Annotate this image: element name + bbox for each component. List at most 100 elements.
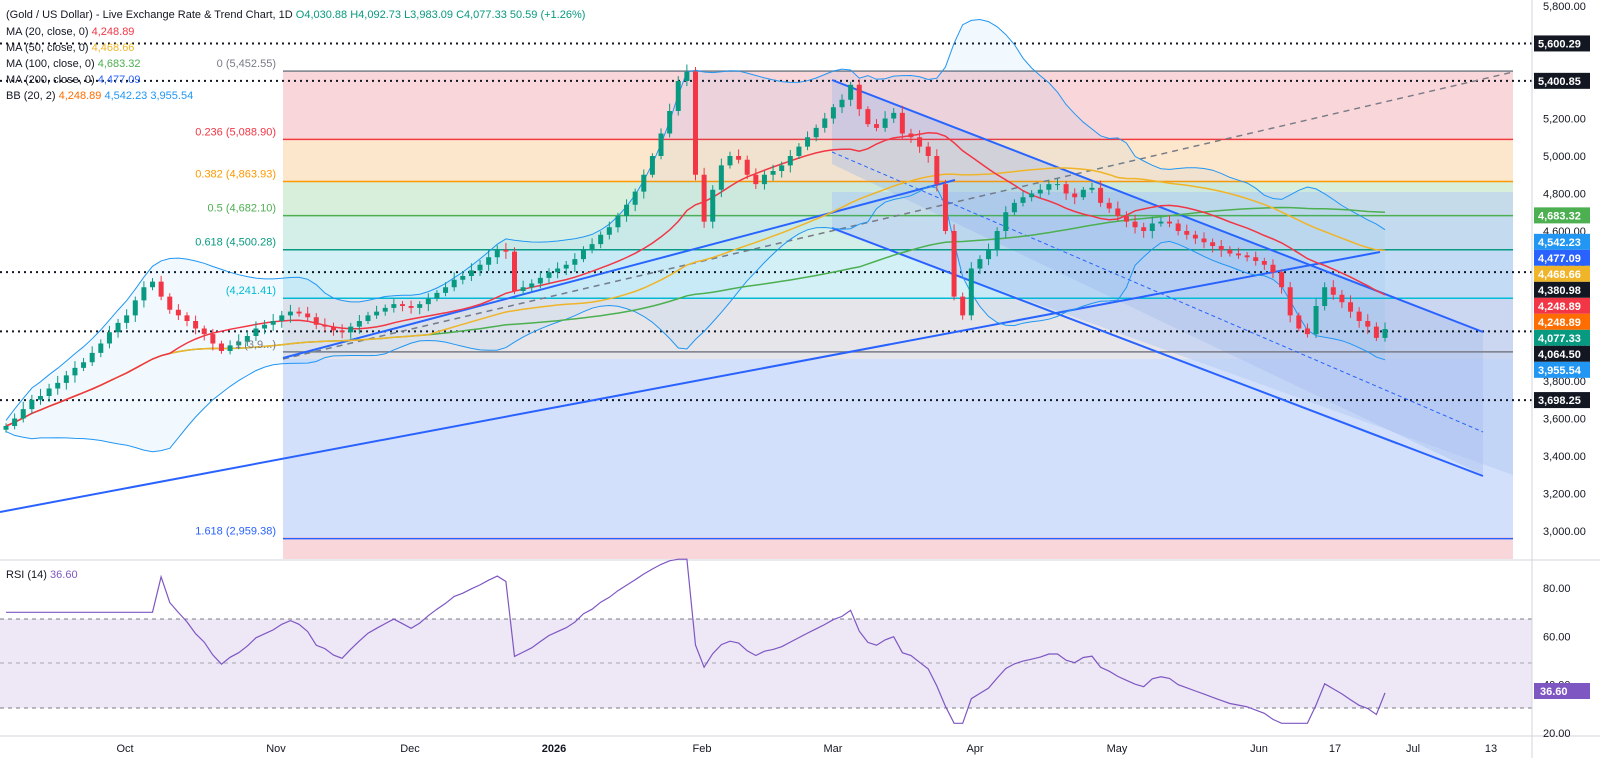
- candle-body: [1348, 302, 1354, 312]
- indicator-value: 3,955.54: [150, 90, 193, 102]
- candle-body: [1218, 246, 1224, 250]
- time-axis[interactable]: Oct Nov Dec 2026 Feb Mar Apr May Jun 17 Jul 13: [116, 743, 1497, 755]
- candle-body: [279, 315, 285, 321]
- candle-body: [1296, 315, 1302, 329]
- fib-level-label: 1.618 (2,959.38): [195, 526, 276, 538]
- candle-body: [701, 174, 707, 222]
- candle-body: [1167, 221, 1173, 224]
- candle-body: [529, 283, 535, 288]
- candle-body: [468, 270, 474, 276]
- candle-body: [1098, 187, 1104, 203]
- candle-body: [486, 257, 492, 265]
- indicator-value: 4,248.89: [92, 26, 135, 38]
- ohlc-open: O4,030.88: [296, 9, 347, 21]
- candlesticks: [3, 64, 1388, 433]
- price-change: 50.59 (+1.26%): [510, 9, 586, 21]
- price-tick-label: 4,800.00: [1543, 189, 1586, 201]
- candle-body: [305, 313, 311, 318]
- candle-body: [365, 315, 371, 321]
- indicator-value: 4,468.66: [92, 42, 135, 54]
- candle-body: [443, 287, 449, 293]
- candle-body: [1072, 193, 1078, 198]
- chart-title: (Gold / US Dollar) - Live Exchange Rate …: [6, 9, 293, 21]
- candle-body: [830, 107, 836, 119]
- candle-body: [322, 324, 328, 327]
- candle-body: [520, 287, 526, 291]
- candle-body: [761, 174, 767, 185]
- price-tag-bg: [1534, 249, 1590, 266]
- candle-body: [1054, 184, 1060, 186]
- candle-body: [348, 326, 354, 333]
- price-tag-label: 4,064.50: [1538, 349, 1581, 361]
- candle-body: [1270, 264, 1276, 273]
- price-tag-bg: [1534, 329, 1590, 346]
- indicator-value: 4,477.09: [98, 74, 141, 86]
- rsi-tick-label: 80.00: [1543, 583, 1571, 595]
- candle-body: [572, 259, 578, 265]
- candle-body: [262, 324, 268, 329]
- price-tag-label: 4,248.89: [1538, 317, 1581, 329]
- candle-body: [20, 409, 26, 419]
- candle-body: [1210, 242, 1216, 246]
- price-tag-label: 3,698.25: [1538, 395, 1581, 407]
- time-tick-label: Feb: [693, 743, 712, 755]
- candle-body: [891, 112, 897, 119]
- candle-body: [555, 268, 561, 273]
- legend: (Gold / US Dollar) - Live Exchange Rate …: [6, 9, 585, 581]
- candle-body: [1089, 187, 1095, 190]
- candle-body: [3, 426, 9, 430]
- candle-body: [132, 300, 138, 316]
- price-tags: 5,600.29 5,400.85 4,683.32 4,542.23 4,477.09…: [1534, 35, 1590, 409]
- indicator-value: 4,542.23: [104, 90, 147, 102]
- candle-body: [37, 396, 43, 400]
- candle-body: [658, 133, 664, 156]
- candle-body: [150, 281, 156, 288]
- price-tick-label: 3,000.00: [1543, 526, 1586, 538]
- price-tag-bg: [1534, 233, 1590, 250]
- time-tick-label: Jul: [1406, 743, 1420, 755]
- candle-body: [1227, 249, 1233, 254]
- rsi-band: [0, 619, 1532, 708]
- time-tick-label: Dec: [400, 743, 420, 755]
- candle-body: [382, 307, 388, 312]
- candle-body: [81, 362, 87, 368]
- candle-body: [460, 276, 466, 280]
- price-tick-label: 3,800.00: [1543, 376, 1586, 388]
- indicator-label: MA (20, close, 0): [6, 26, 89, 38]
- price-tag-bg: [1534, 72, 1590, 89]
- candle-body: [942, 184, 948, 231]
- candle-body: [1253, 257, 1259, 261]
- candle-body: [882, 118, 888, 128]
- price-tag-label: 4,380.98: [1538, 285, 1581, 297]
- candle-body: [63, 375, 69, 383]
- price-tag-bg: [1534, 392, 1590, 409]
- ma-50-line: [5, 167, 1386, 427]
- svg-text:(Gold / US Dollar) - Live Exch: (Gold / US Dollar) - Live Exchange Rate …: [6, 9, 585, 21]
- fib-level-lines: [283, 70, 1513, 540]
- candle-body: [1063, 184, 1069, 194]
- time-tick-label: 17: [1329, 743, 1341, 755]
- candle-body: [925, 146, 931, 156]
- candle-body: [477, 264, 483, 271]
- time-tick-label: 13: [1485, 743, 1497, 755]
- candle-body: [1356, 311, 1362, 321]
- candle-body: [693, 71, 698, 175]
- candle-body: [512, 251, 518, 291]
- candle-body: [1287, 287, 1293, 316]
- price-tag-bg: [1534, 313, 1590, 330]
- fib-level-label: 0.382 (4,863.93): [195, 169, 276, 181]
- price-tick-label: 3,200.00: [1543, 489, 1586, 501]
- candle-body: [960, 296, 966, 316]
- bollinger-fill: [6, 19, 1385, 452]
- indicator-value: 4,683.32: [98, 58, 141, 70]
- candle-body: [1201, 238, 1207, 243]
- candle-body: [106, 332, 112, 344]
- candle-body: [986, 249, 992, 260]
- time-tick-label: Mar: [824, 743, 843, 755]
- price-tag-label: 5,400.85: [1538, 76, 1581, 88]
- price-tag-label: 4,542.23: [1538, 237, 1581, 249]
- fib-level-labels: 0 (5,452.55) 0.236 (5,088.90) 0.382 (4,863…: [195, 58, 276, 537]
- candle-body: [753, 174, 759, 185]
